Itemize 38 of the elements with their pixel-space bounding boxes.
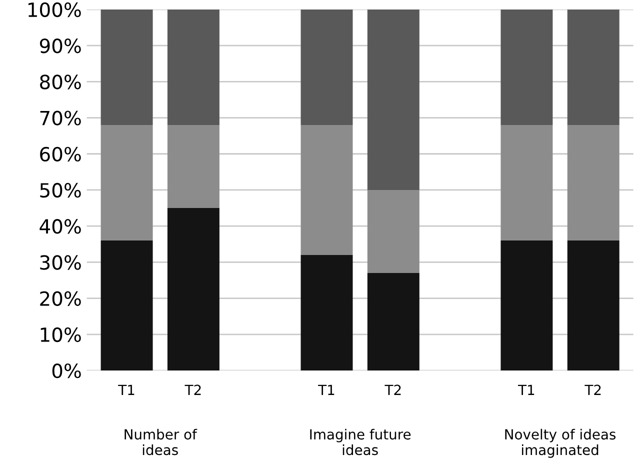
x-tick-label: T1 [518, 384, 534, 395]
y-tick-label: 40% [40, 219, 81, 234]
y-tick-label: 30% [40, 255, 81, 270]
bar [567, 240, 620, 371]
y-tick-label: 20% [40, 291, 81, 306]
y-tick-label: 60% [40, 146, 81, 162]
x-tick-label: T2 [184, 384, 201, 395]
bar [300, 254, 353, 371]
x-tick-label: T2 [384, 384, 401, 395]
y-tick-label: 10% [40, 327, 81, 342]
bar [100, 9, 153, 125]
bar [100, 124, 153, 241]
text: Novelty of ideas imaginated [505, 428, 616, 458]
y-tick-label: 70% [40, 110, 81, 126]
x-tick-label: T1 [318, 384, 334, 395]
y-tick-label: 100% [28, 2, 81, 18]
x-tick-label: T1 [118, 384, 134, 395]
x-tick-label: T2 [584, 384, 601, 395]
bar [367, 9, 420, 190]
bar [367, 273, 420, 371]
bar [167, 9, 220, 125]
text: Imagine future ideas [310, 428, 411, 456]
bar [300, 9, 353, 125]
y-tick-label: 50% [40, 182, 81, 198]
bar [500, 9, 553, 125]
bar [500, 124, 553, 241]
bar [167, 124, 220, 208]
y-tick-label: 90% [40, 38, 81, 54]
y-tick-label: 0% [52, 363, 81, 378]
text: Number of ideas [124, 428, 198, 456]
bar [300, 124, 353, 255]
bar [567, 124, 620, 241]
bar [100, 240, 153, 371]
y-tick-label: 80% [40, 74, 81, 90]
bar [500, 240, 553, 371]
bar [567, 9, 620, 125]
bar [167, 208, 220, 371]
bar [367, 190, 420, 274]
